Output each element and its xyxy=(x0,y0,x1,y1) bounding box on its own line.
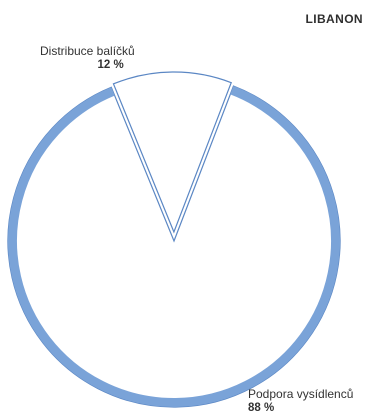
slice-distribuce-balicku xyxy=(112,71,233,234)
slice-value-podpora: 88 % xyxy=(248,402,275,414)
slice-name-podpora: Podpora vysídlenců xyxy=(248,387,354,401)
chart-title: LIBANON xyxy=(305,12,363,26)
slice-name-distribuce: Distribuce balíčků xyxy=(40,44,135,58)
slice-label-podpora: Podpora vysídlenců 88 % xyxy=(248,387,353,415)
slice-label-distribuce: Distribuce balíčků 12 % xyxy=(40,44,135,72)
slice-value-distribuce: 12 % xyxy=(97,59,124,71)
slice-podpora-band xyxy=(8,86,340,407)
